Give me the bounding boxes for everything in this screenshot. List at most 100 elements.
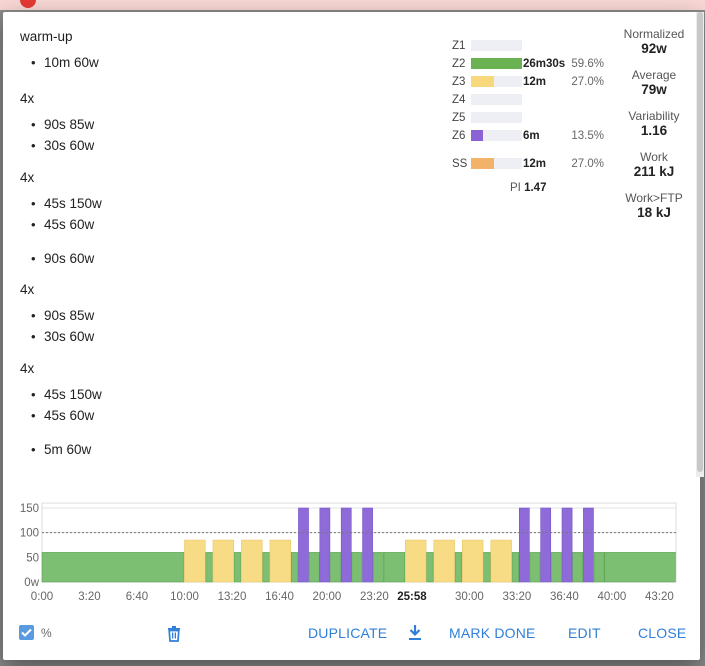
power-segment xyxy=(262,552,270,583)
percent-label: % xyxy=(41,626,52,640)
duplicate-button[interactable]: DUPLICATE xyxy=(308,625,388,641)
scrollbar-thumb[interactable] xyxy=(697,12,703,472)
x-tick-label: 3:20 xyxy=(78,591,100,603)
zone-label: Z5 xyxy=(452,112,466,124)
power-segment xyxy=(41,552,185,583)
power-segment xyxy=(291,552,299,583)
power-segment xyxy=(372,552,384,583)
power-segment xyxy=(362,507,373,583)
close-button[interactable]: CLOSE xyxy=(638,625,687,641)
zone-row: Z3 12m 27.0% xyxy=(452,76,612,88)
step-item: 10m 60w xyxy=(20,52,99,73)
zone-label: Z4 xyxy=(452,94,466,106)
zone-bar-track xyxy=(471,58,522,69)
power-segment xyxy=(483,552,491,583)
y-tick-label: 0w xyxy=(24,577,39,589)
zone-bar-fill xyxy=(471,58,522,69)
zone-bar-track xyxy=(471,40,522,51)
power-segment xyxy=(561,507,573,583)
step-block: 90s 60w xyxy=(20,248,94,269)
power-segment xyxy=(433,539,455,583)
x-tick-label: 16:40 xyxy=(265,591,294,603)
zone-row: Z6 6m 13.5% xyxy=(452,130,612,142)
stat-normalized: Normalized 92w xyxy=(613,27,695,57)
step-item: 45s 150w xyxy=(20,384,102,405)
zone-bar-track xyxy=(471,112,522,123)
x-tick-label: 10:00 xyxy=(170,591,199,603)
download-button[interactable] xyxy=(405,623,425,643)
step-block: 5m 60w xyxy=(20,439,91,460)
power-segment xyxy=(330,552,341,583)
step-list: 90s 85w30s 60w xyxy=(20,305,94,347)
cursor-time-label: 25:58 xyxy=(397,591,427,603)
x-tick-label: 30:00 xyxy=(455,591,484,603)
delete-button[interactable] xyxy=(164,623,184,643)
step-block: 4x 45s 150w45s 60w xyxy=(20,360,102,426)
step-block: 4x 90s 85w30s 60w xyxy=(20,281,94,347)
step-item: 45s 60w xyxy=(20,214,102,235)
zone-row: SS 12m 27.0% xyxy=(452,158,612,170)
x-tick-label: 36:40 xyxy=(550,591,579,603)
mark-done-button[interactable]: MARK DONE xyxy=(449,625,536,641)
dialog-footer: % DUPLICATE MARK DONE EDIT CLOSE xyxy=(3,612,700,656)
power-segment xyxy=(269,539,292,583)
x-tick-label: 23:20 xyxy=(360,591,389,603)
step-list: 10m 60w xyxy=(20,52,99,73)
zone-percent: 59.6% xyxy=(571,58,604,70)
step-item: 90s 85w xyxy=(20,305,94,326)
step-list: 5m 60w xyxy=(20,439,91,460)
zone-row: Z1 xyxy=(452,40,612,52)
power-segment xyxy=(540,507,552,583)
stat-label: Work xyxy=(640,150,668,164)
zone-bar-track xyxy=(471,158,522,169)
step-list: 45s 150w45s 60w xyxy=(20,193,102,235)
stat-value: 211 kJ xyxy=(633,164,675,179)
background-header-strip xyxy=(0,0,705,10)
zone-time: 12m xyxy=(523,158,547,170)
zone-label: Z3 xyxy=(452,76,466,88)
zone-row: Z5 xyxy=(452,112,612,124)
power-segment xyxy=(298,507,309,583)
step-block: 4x 45s 150w45s 60w xyxy=(20,169,102,235)
stat-work: Work 211 kJ xyxy=(613,150,695,180)
x-tick-label: 40:00 xyxy=(597,591,626,603)
power-segment xyxy=(212,539,235,583)
power-segment xyxy=(572,552,584,583)
step-block-heading: 4x xyxy=(20,170,35,185)
x-tick-label: 0:00 xyxy=(31,591,53,603)
zone-bar-track xyxy=(471,130,522,141)
zone-bar-fill xyxy=(471,130,483,141)
power-segment xyxy=(518,507,530,583)
power-segment xyxy=(383,552,406,583)
power-segment xyxy=(184,539,206,583)
x-tick-label: 6:40 xyxy=(126,591,148,603)
zone-label: Z6 xyxy=(452,130,466,142)
power-segment xyxy=(426,552,434,583)
power-segment xyxy=(241,539,263,583)
step-item: 45s 150w xyxy=(20,193,102,214)
dialog-scrollbar[interactable] xyxy=(696,12,704,477)
zone-label: Z2 xyxy=(452,58,466,70)
power-segment xyxy=(340,507,352,583)
pi-value: 1.47 xyxy=(524,182,547,194)
zone-percent: 13.5% xyxy=(571,130,604,142)
percent-checkbox[interactable] xyxy=(19,625,34,640)
pi-label: PI xyxy=(510,182,521,194)
stat-variability: Variability 1.16 xyxy=(613,109,695,139)
power-segment xyxy=(604,552,676,583)
stat-work-ftp: Work>FTP 18 kJ xyxy=(613,191,695,221)
power-segment xyxy=(454,552,462,583)
edit-button[interactable]: EDIT xyxy=(568,625,601,641)
stat-label: Normalized xyxy=(623,27,685,41)
stat-value: 1.16 xyxy=(640,123,668,138)
zone-label: SS xyxy=(452,158,468,170)
step-block-heading: warm-up xyxy=(20,29,73,44)
step-block-heading: 4x xyxy=(20,91,35,106)
x-tick-label: 43:20 xyxy=(645,591,674,603)
check-icon xyxy=(21,628,32,637)
stat-value: 18 kJ xyxy=(637,205,671,220)
zone-row: Z4 xyxy=(452,94,612,106)
y-tick-label: 50 xyxy=(26,552,39,564)
zone-bar-fill xyxy=(471,76,494,87)
